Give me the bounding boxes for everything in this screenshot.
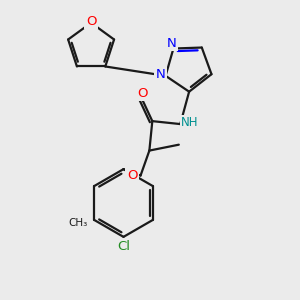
Text: N: N bbox=[167, 37, 177, 50]
Text: O: O bbox=[86, 15, 96, 28]
Text: CH₃: CH₃ bbox=[68, 218, 88, 228]
Text: Cl: Cl bbox=[118, 240, 130, 253]
Text: O: O bbox=[137, 87, 147, 100]
Text: NH: NH bbox=[181, 116, 199, 129]
Text: N: N bbox=[155, 68, 165, 81]
Text: O: O bbox=[127, 169, 137, 182]
